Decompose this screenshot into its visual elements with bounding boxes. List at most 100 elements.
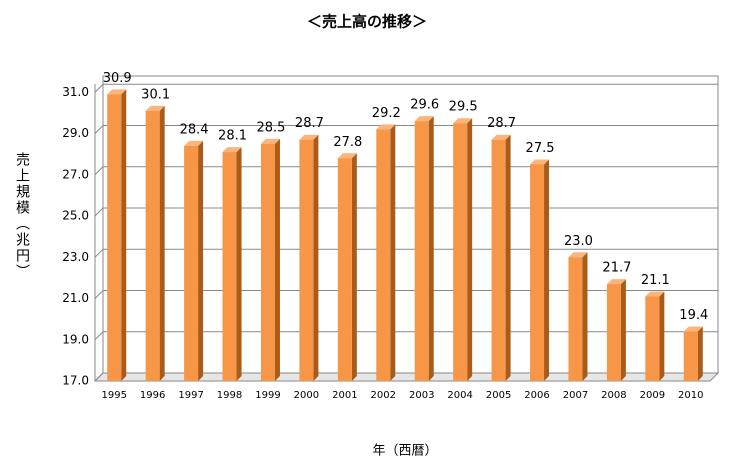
x-tick-label: 2009 <box>640 390 665 401</box>
bar-top <box>107 89 127 95</box>
bar-side <box>313 134 319 381</box>
y-tick-label: 23.0 <box>62 250 89 264</box>
bar-top <box>260 138 280 144</box>
bar-side <box>159 105 165 381</box>
bar <box>683 331 698 381</box>
bar <box>337 158 352 381</box>
x-tick-label: 1996 <box>140 390 165 401</box>
y-tick-label: 19.0 <box>62 332 89 346</box>
grid-line <box>94 125 718 134</box>
value-label: 29.6 <box>410 98 439 113</box>
bar-side <box>659 291 665 381</box>
y-tick-label: 25.0 <box>62 209 89 223</box>
bar-top <box>145 105 165 111</box>
bar <box>299 139 314 381</box>
bar <box>145 110 160 381</box>
grid-line <box>94 331 718 341</box>
bar <box>606 284 621 381</box>
value-label: 28.7 <box>295 116 324 131</box>
bar-side <box>121 89 127 381</box>
x-tick-label: 2010 <box>678 390 703 401</box>
bar-top <box>683 326 703 332</box>
bar-top <box>337 153 357 159</box>
bar-side <box>544 159 550 381</box>
bar <box>376 129 391 381</box>
bar-top <box>299 134 319 140</box>
bar-side <box>697 326 703 381</box>
bar-top <box>491 134 511 140</box>
x-tick-label: 2005 <box>486 390 511 401</box>
bar <box>453 123 468 381</box>
bar-side <box>620 279 626 381</box>
grid-line <box>94 207 718 217</box>
value-label: 29.2 <box>372 106 401 121</box>
value-label: 28.7 <box>487 116 516 131</box>
bar-top <box>222 147 242 153</box>
value-label: 23.0 <box>564 234 593 249</box>
bar <box>107 94 122 381</box>
bar-top <box>453 118 473 124</box>
x-tick-label: 1999 <box>255 390 280 401</box>
x-axis-label: 年（西暦） <box>372 444 437 459</box>
y-tick-label: 29.0 <box>62 126 89 140</box>
value-label: 30.9 <box>103 71 132 86</box>
grid-line <box>94 83 718 93</box>
bar <box>568 257 583 381</box>
grid-line <box>94 372 718 382</box>
grid-line <box>94 248 718 258</box>
x-tick-label: 2008 <box>601 390 626 401</box>
x-tick-label: 1995 <box>101 390 126 401</box>
bar-top <box>606 279 626 285</box>
value-label: 28.4 <box>180 122 209 137</box>
grid-line <box>94 290 718 299</box>
value-label: 27.5 <box>526 141 555 156</box>
bar-side <box>351 153 357 381</box>
y-tick-label: 27.0 <box>62 167 89 181</box>
bar <box>530 164 545 381</box>
bar <box>260 143 275 381</box>
value-label: 27.8 <box>333 135 362 150</box>
bar <box>491 139 506 381</box>
y-tick-label: 21.0 <box>62 291 89 305</box>
value-label: 21.1 <box>641 273 670 288</box>
bar-side <box>467 118 473 381</box>
x-tick-label: 2000 <box>294 390 319 401</box>
x-tick-label: 2002 <box>371 390 396 401</box>
bar-side <box>582 252 588 381</box>
bar <box>645 296 660 381</box>
value-label: 21.7 <box>602 261 631 276</box>
bar-top <box>184 140 204 146</box>
bar-side <box>505 134 511 381</box>
bar-top <box>645 291 665 297</box>
y-axis-label: 売上規模（兆円） <box>14 152 30 280</box>
grid-line <box>94 166 718 176</box>
value-label: 29.5 <box>449 100 478 115</box>
x-tick-label: 2001 <box>332 390 357 401</box>
value-label: 19.4 <box>679 308 708 323</box>
bar <box>184 145 199 381</box>
value-label: 28.1 <box>218 129 247 144</box>
bar-side <box>236 147 242 381</box>
value-label: 30.1 <box>141 87 170 102</box>
bar-top <box>376 124 396 130</box>
x-tick-label: 2007 <box>563 390 588 401</box>
bar-side <box>390 124 396 381</box>
bar-side <box>198 140 204 381</box>
bar-top <box>530 159 550 165</box>
bar-side <box>428 116 434 381</box>
bar-side <box>274 138 280 381</box>
chart-title: ＜売上高の推移＞ <box>307 13 427 31</box>
y-tick-label: 31.0 <box>62 85 89 99</box>
bar <box>222 152 237 381</box>
bar <box>414 121 429 381</box>
x-tick-label: 2006 <box>524 390 549 401</box>
value-label: 28.5 <box>256 120 285 135</box>
bar-top <box>568 252 588 258</box>
y-tick-label: 17.0 <box>62 374 89 388</box>
x-tick-label: 1998 <box>217 390 242 401</box>
bar-top <box>414 116 434 122</box>
x-tick-label: 2003 <box>409 390 434 401</box>
x-tick-label: 1997 <box>178 390 203 401</box>
x-tick-label: 2004 <box>447 390 472 401</box>
